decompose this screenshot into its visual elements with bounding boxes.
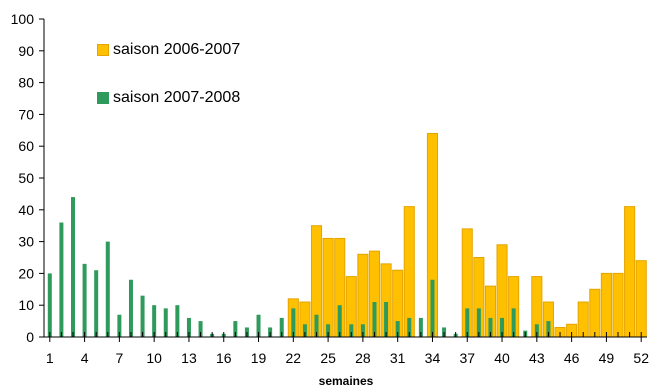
bar-series-2-week-34 [430, 279, 435, 337]
bars [47, 132, 647, 338]
x-tick-label-46: 46 [564, 350, 580, 366]
y-axis-ticks [39, 18, 44, 338]
bar-series-2-week-41 [511, 308, 516, 337]
bar-series-1-week-48 [589, 288, 601, 338]
bar-series-2-week-3 [70, 197, 75, 337]
bar-series-2-week-33 [418, 317, 423, 337]
x-tick-label-10: 10 [146, 350, 162, 366]
bar-series-2-week-21 [279, 317, 284, 337]
bar-series-2-week-7 [117, 314, 122, 337]
bar-series-2-week-30 [384, 302, 389, 337]
bar-series-2-week-5 [94, 270, 99, 337]
bar-series-2-week-39 [488, 317, 493, 337]
bar-series-2-week-38 [476, 308, 481, 337]
bar-series-2-week-29 [372, 302, 377, 337]
y-tick-label-60: 60 [18, 138, 34, 154]
x-tick-label-22: 22 [286, 350, 302, 366]
x-tick-label-19: 19 [251, 350, 267, 366]
bar-series-1-week-52 [635, 260, 647, 338]
bar-series-1-week-47 [577, 301, 589, 338]
bar-series-2-week-28 [360, 324, 365, 337]
legend-label-series-2: saison 2007-2008 [113, 89, 241, 106]
y-tick-label-30: 30 [18, 234, 34, 250]
x-axis-label: semaines [319, 374, 374, 388]
axes [43, 19, 647, 342]
y-tick-label-40: 40 [18, 202, 34, 218]
y-tick-label-90: 90 [18, 43, 34, 59]
bar-series-2-week-12 [175, 305, 180, 337]
x-tick-label-28: 28 [355, 350, 371, 366]
bar-series-2-week-8 [128, 279, 133, 337]
bar-series-2-week-19 [256, 314, 261, 337]
x-tick-label-4: 4 [81, 350, 89, 366]
bar-series-2-week-32 [407, 317, 412, 337]
x-tick-label-25: 25 [320, 350, 336, 366]
bar-series-2-week-24 [314, 314, 319, 337]
bar-series-1-week-32 [403, 206, 415, 338]
x-tick-label-34: 34 [425, 350, 441, 366]
y-tick-label-50: 50 [18, 170, 34, 186]
bar-series-2-week-44 [546, 321, 551, 337]
legend-item-series-1: saison 2006-2007 [97, 41, 240, 59]
x-tick-label-37: 37 [459, 350, 475, 366]
bar-series-2-week-23 [302, 324, 307, 337]
x-tick-label-16: 16 [216, 350, 232, 366]
x-tick-label-7: 7 [115, 350, 123, 366]
bar-series-1-week-25 [322, 237, 334, 338]
bar-series-2-week-6 [105, 241, 110, 337]
bar-series-2-week-43 [534, 324, 539, 337]
x-tick-label-52: 52 [633, 350, 649, 366]
bar-series-2-week-9 [140, 295, 145, 337]
x-tick-label-13: 13 [181, 350, 197, 366]
bar-series-2-week-2 [59, 222, 64, 337]
y-tick-label-20: 20 [18, 265, 34, 281]
legend-item-series-2: saison 2007-2008 [97, 89, 240, 107]
x-tick-label-40: 40 [494, 350, 510, 366]
bar-series-1-week-50 [612, 272, 624, 338]
bar-series-2-week-26 [337, 305, 342, 337]
bar-series-2-week-37 [465, 308, 470, 337]
legend-swatch-series-2 [97, 92, 109, 104]
y-tick-label-100: 100 [11, 11, 35, 27]
bar-series-2-week-31 [395, 321, 400, 337]
legend-swatch-series-1 [97, 44, 109, 56]
bar-series-2-week-10 [152, 305, 157, 337]
bar-series-2-week-14 [198, 321, 203, 337]
bar-series-2-week-11 [163, 308, 168, 337]
bar-series-2-week-4 [82, 263, 87, 337]
x-tick-label-49: 49 [599, 350, 615, 366]
bar-series-2-week-22 [291, 308, 296, 337]
tick-labels: 0 10 20 30 40 50 60 70 80 90 100 1 4 7 10 13 16 19 22 25 28 3… [11, 11, 649, 366]
x-tick-label-1: 1 [46, 350, 54, 366]
bar-series-1-week-51 [624, 206, 636, 338]
x-tick-label-31: 31 [390, 350, 406, 366]
bar-series-2-week-40 [500, 317, 505, 337]
bar-series-2-week-25 [326, 324, 331, 337]
x-tick-label-43: 43 [529, 350, 545, 366]
bar-series-2-week-13 [186, 317, 191, 337]
y-tick-label-80: 80 [18, 75, 34, 91]
bar-series-1-week-49 [600, 272, 612, 338]
bar-series-2-week-17 [233, 321, 238, 337]
y-tick-label-0: 0 [26, 329, 34, 345]
legend-label-series-1: saison 2006-2007 [113, 41, 241, 58]
y-tick-label-10: 10 [18, 297, 34, 313]
y-tick-label-70: 70 [18, 106, 34, 122]
bar-series-2-week-27 [349, 324, 354, 337]
bar-series-2-week-1 [47, 273, 52, 337]
